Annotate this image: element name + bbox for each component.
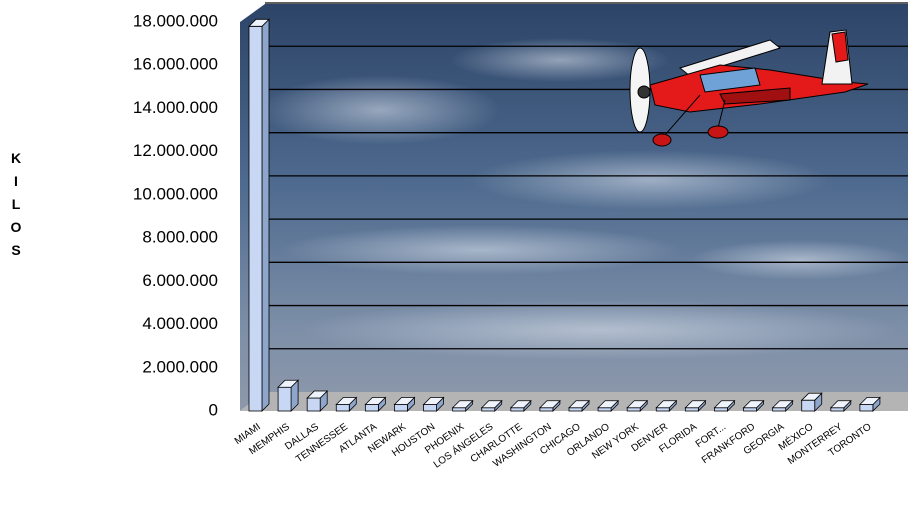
- y-tick-label: 12.000.000: [133, 141, 218, 160]
- bar: [655, 407, 670, 412]
- bar: [452, 407, 467, 412]
- bar: [772, 407, 787, 412]
- bar-side: [261, 18, 270, 412]
- bar: [830, 407, 845, 412]
- bar-top: [568, 400, 590, 409]
- y-tick-label: 16.000.000: [133, 55, 218, 74]
- bar-top: [684, 400, 707, 409]
- bar: [364, 404, 379, 412]
- bar: [801, 399, 816, 412]
- bar-top: [626, 400, 649, 409]
- bar: [568, 407, 583, 412]
- bar-top: [364, 397, 387, 405]
- y-tick-label: 0: [209, 400, 218, 419]
- bar: [714, 407, 728, 412]
- bar-top: [742, 400, 765, 409]
- cloud: [280, 225, 680, 275]
- y-tick-label: 4.000.000: [142, 314, 218, 333]
- cloud: [450, 38, 670, 82]
- bar: [743, 407, 757, 412]
- bar-top: [393, 397, 416, 405]
- bar: [510, 407, 525, 412]
- bar-top: [713, 400, 736, 409]
- bar: [335, 404, 350, 412]
- bar-top: [422, 397, 445, 405]
- bar-top: [248, 18, 270, 27]
- bar: [306, 397, 321, 412]
- bar: [626, 407, 641, 412]
- y-axis-label: KILOS: [8, 150, 24, 265]
- bar-top: [451, 400, 474, 409]
- bar: [423, 404, 437, 412]
- bar: [539, 407, 554, 412]
- bar-top: [277, 379, 300, 388]
- bar-top: [335, 397, 358, 405]
- bar-top: [509, 400, 532, 409]
- y-tick-label: 6.000.000: [142, 271, 218, 290]
- bar-top: [858, 397, 881, 405]
- bar: [859, 404, 874, 412]
- bar-top: [800, 392, 823, 401]
- cloud: [690, 240, 908, 280]
- bar-top: [597, 400, 620, 409]
- bar: [248, 25, 263, 412]
- bar-top: [655, 400, 678, 409]
- bar-top: [829, 400, 852, 409]
- bar: [597, 407, 612, 412]
- cloud: [260, 75, 500, 145]
- y-tick-label: 2.000.000: [142, 357, 218, 376]
- bar-top: [480, 400, 503, 409]
- bar-top: [538, 400, 561, 409]
- cloud: [300, 300, 900, 360]
- y-tick-label: 10.000.000: [133, 184, 218, 203]
- bar-top: [771, 400, 794, 409]
- bar-top: [306, 390, 329, 399]
- bars: [248, 18, 881, 412]
- cloud: [470, 150, 830, 210]
- airplane: [629, 29, 869, 147]
- bar: [684, 407, 699, 412]
- bar: [277, 386, 292, 412]
- y-tick-label: 14.000.000: [133, 98, 218, 117]
- bar: [394, 404, 408, 412]
- y-tick-label: 8.000.000: [142, 228, 218, 247]
- y-tick-label: 18.000.000: [133, 11, 218, 30]
- bar: [481, 407, 496, 412]
